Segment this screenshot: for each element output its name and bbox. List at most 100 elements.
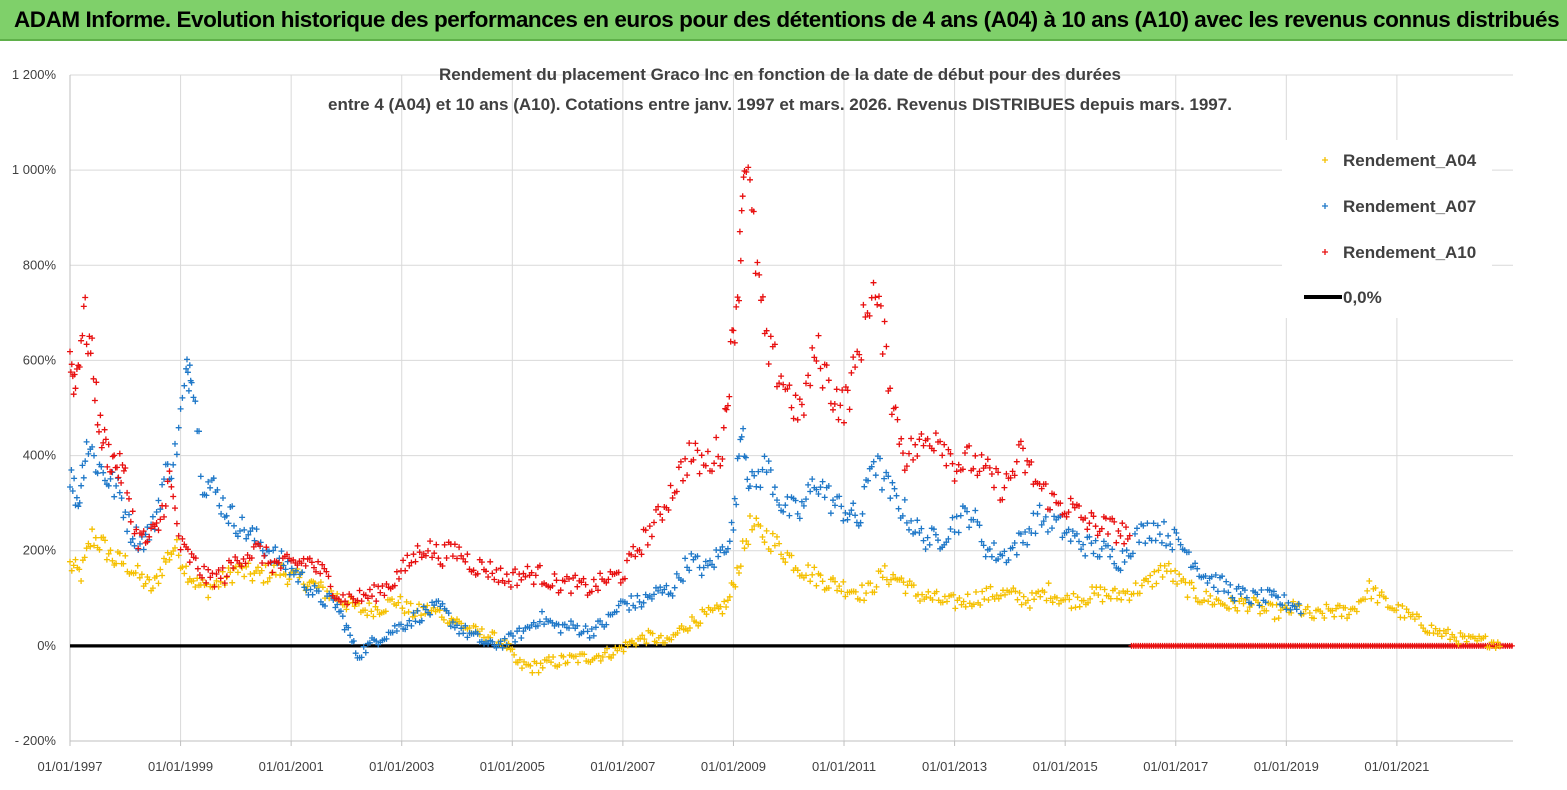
data-point <box>172 505 178 512</box>
data-point <box>185 387 192 394</box>
data-point <box>519 665 525 672</box>
data-point <box>870 279 877 286</box>
data-point <box>740 425 747 432</box>
data-point <box>733 501 740 508</box>
data-point <box>595 652 602 659</box>
data-point <box>738 207 745 214</box>
x-tick-label: 01/01/1997 <box>37 759 102 774</box>
data-point <box>339 613 346 620</box>
data-point <box>129 535 136 542</box>
data-point <box>284 558 291 565</box>
data-point <box>648 533 655 540</box>
data-point <box>493 566 500 573</box>
data-point <box>94 421 101 428</box>
data-point <box>908 435 915 442</box>
data-point <box>832 502 838 509</box>
data-point <box>192 584 199 590</box>
data-point <box>159 572 166 579</box>
data-point <box>71 475 78 482</box>
data-point <box>360 643 367 650</box>
data-point <box>815 491 822 497</box>
data-point <box>636 547 643 553</box>
data-point <box>759 534 766 540</box>
data-point <box>1376 592 1383 599</box>
data-point <box>817 484 824 491</box>
data-point <box>1111 585 1118 592</box>
data-point <box>1192 560 1199 567</box>
data-point <box>414 542 421 549</box>
data-point <box>805 372 812 379</box>
data-point <box>288 565 295 572</box>
data-point <box>364 595 371 602</box>
data-point <box>166 556 173 563</box>
data-point <box>377 589 384 596</box>
data-point <box>993 465 1000 472</box>
data-point <box>632 604 639 611</box>
data-point <box>825 483 832 489</box>
data-point <box>776 380 783 387</box>
data-point <box>1321 615 1328 621</box>
data-point <box>920 537 927 544</box>
data-point <box>1126 597 1133 604</box>
data-point <box>767 467 774 473</box>
data-point <box>362 649 369 656</box>
data-point <box>778 373 785 380</box>
data-point <box>1017 438 1024 445</box>
data-point <box>966 442 973 449</box>
data-point <box>917 598 923 604</box>
data-point <box>985 597 992 603</box>
data-point <box>682 455 689 462</box>
data-point <box>865 477 871 484</box>
data-point <box>991 540 997 546</box>
data-point <box>1411 616 1418 623</box>
data-point <box>67 369 74 376</box>
data-point <box>1207 592 1214 599</box>
data-point <box>648 595 655 602</box>
data-point <box>87 350 94 357</box>
data-point <box>70 562 77 569</box>
data-point <box>1047 595 1054 602</box>
data-point <box>736 570 742 576</box>
data-point <box>134 562 141 569</box>
data-point <box>657 511 664 518</box>
data-point <box>257 543 264 550</box>
data-point <box>659 589 666 596</box>
data-point <box>194 565 201 572</box>
data-point <box>238 563 245 570</box>
data-point <box>1047 506 1053 513</box>
data-point <box>981 596 988 603</box>
data-point <box>315 588 322 595</box>
data-point <box>592 624 599 631</box>
data-point <box>399 605 406 612</box>
data-point <box>1212 572 1219 578</box>
x-tick-label: 01/01/2017 <box>1143 759 1208 774</box>
data-point <box>1405 609 1412 616</box>
data-point <box>197 473 204 480</box>
data-point <box>1176 571 1183 578</box>
data-point <box>966 524 973 531</box>
data-point <box>447 623 454 630</box>
data-point <box>282 566 289 573</box>
data-point <box>597 657 604 664</box>
data-point <box>1202 573 1209 579</box>
data-point <box>974 518 981 525</box>
data-point <box>763 327 770 334</box>
data-point <box>446 619 453 626</box>
data-point <box>916 529 923 536</box>
data-point <box>1115 528 1122 534</box>
data-point <box>535 669 542 676</box>
data-point <box>620 648 627 655</box>
data-point <box>427 611 434 618</box>
data-point <box>72 556 79 563</box>
data-point <box>203 492 210 499</box>
data-point <box>146 533 153 540</box>
data-point <box>932 430 939 437</box>
data-point <box>630 543 637 550</box>
data-point <box>319 561 326 568</box>
data-point <box>603 621 610 628</box>
data-point <box>245 531 252 538</box>
data-point <box>451 541 458 548</box>
data-point <box>321 565 328 572</box>
data-point <box>111 452 118 459</box>
data-point <box>805 481 812 488</box>
